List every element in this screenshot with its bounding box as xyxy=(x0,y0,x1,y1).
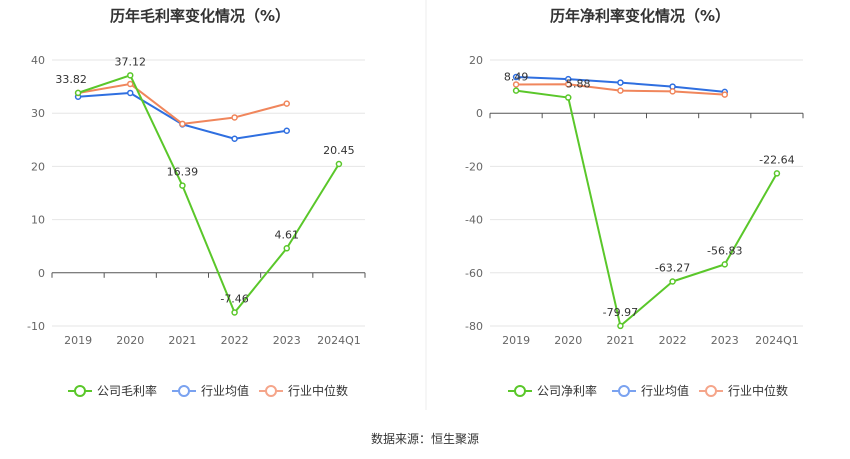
data-point xyxy=(74,89,82,97)
y-tick-label: -80 xyxy=(465,320,483,333)
x-tick-label: 2024Q1 xyxy=(755,334,799,347)
legend-label: 行业均值 xyxy=(201,383,249,398)
legend-item-company[interactable]: 公司净利率 xyxy=(508,383,597,398)
y-tick-label: 0 xyxy=(476,107,483,120)
x-tick-label: 2019 xyxy=(64,334,92,347)
legend-item-industry-median[interactable]: 行业中位数 xyxy=(699,383,788,398)
data-point xyxy=(617,87,624,94)
data-point xyxy=(617,322,624,330)
x-tick-label: 2020 xyxy=(554,334,582,347)
legend-label: 行业中位数 xyxy=(288,383,348,398)
data-label: 20.45 xyxy=(323,144,355,157)
y-tick-label: 20 xyxy=(469,54,483,67)
data-point xyxy=(283,127,290,135)
data-label: -56.83 xyxy=(707,244,742,257)
legend-marker-icon xyxy=(265,385,277,397)
data-point xyxy=(231,114,238,121)
data-point xyxy=(512,73,520,81)
y-tick-label: -10 xyxy=(27,320,45,333)
data-point xyxy=(512,87,520,94)
net-margin-chart: 历年净利率变化情况（%） 20 0 -20 -40 -60 -80 2019 2020 2021 2… xyxy=(465,7,804,398)
y-tick-label: 20 xyxy=(31,160,45,173)
data-point xyxy=(127,72,134,79)
y-tick-label: -60 xyxy=(465,267,483,280)
y-tick-label: -20 xyxy=(465,160,483,173)
data-label: 4.61 xyxy=(275,228,300,241)
data-point xyxy=(179,120,186,128)
data-point xyxy=(127,89,134,97)
x-tick-label: 2021 xyxy=(606,334,634,347)
y-tick-label: 10 xyxy=(31,214,45,227)
data-point xyxy=(127,80,134,88)
x-tick-label: 2021 xyxy=(168,334,196,347)
x-tick-label: 2019 xyxy=(502,334,530,347)
legend-label: 公司净利率 xyxy=(537,383,597,398)
legend-item-industry-median[interactable]: 行业中位数 xyxy=(259,383,348,398)
data-point xyxy=(283,245,290,252)
y-tick-label: -40 xyxy=(465,214,483,227)
data-point xyxy=(179,182,186,189)
data-point xyxy=(773,170,781,177)
legend-label: 行业中位数 xyxy=(728,383,788,398)
data-label: -7.46 xyxy=(220,292,248,305)
data-point xyxy=(565,80,572,88)
series-line-company xyxy=(77,74,340,314)
series-line-industry-median xyxy=(77,82,288,125)
legend-marker-icon xyxy=(514,385,526,397)
data-point xyxy=(231,135,238,142)
x-tick-label: 2020 xyxy=(116,334,144,347)
data-label: -79.97 xyxy=(603,306,638,319)
legend-item-industry-avg[interactable]: 行业均值 xyxy=(172,383,249,398)
data-point xyxy=(283,100,290,107)
legend-label: 公司毛利率 xyxy=(97,383,157,398)
chart-title: 历年净利率变化情况（%） xyxy=(550,7,730,25)
y-tick-label: 40 xyxy=(31,54,45,67)
legend-item-company[interactable]: 公司毛利率 xyxy=(68,383,157,398)
data-point xyxy=(335,160,343,168)
x-tick-label: 2022 xyxy=(659,334,687,347)
series-line-company xyxy=(515,89,778,327)
x-tick-label: 2023 xyxy=(273,334,301,347)
data-label: 37.12 xyxy=(115,55,147,68)
data-point xyxy=(512,81,520,88)
data-label: 33.82 xyxy=(55,73,87,86)
y-tick-label: 0 xyxy=(38,267,45,280)
x-tick-label: 2023 xyxy=(711,334,739,347)
data-point xyxy=(669,278,676,285)
data-label: 16.39 xyxy=(167,166,199,179)
series-line-industry-avg xyxy=(78,91,287,140)
x-tick-label: 2024Q1 xyxy=(317,334,361,347)
data-point xyxy=(721,261,728,268)
legend-marker-icon xyxy=(178,385,190,397)
data-label: -22.64 xyxy=(759,153,794,166)
legend-marker-icon xyxy=(705,385,717,397)
data-label: -63.27 xyxy=(655,261,690,274)
data-source-label: 数据来源：恒生聚源 xyxy=(371,431,479,446)
data-point xyxy=(669,88,676,95)
data-point xyxy=(565,94,572,101)
legend-marker-icon xyxy=(74,385,86,397)
data-point xyxy=(617,79,624,86)
x-tick-label: 2022 xyxy=(221,334,249,347)
legend-item-industry-avg[interactable]: 行业均值 xyxy=(612,383,689,398)
y-tick-label: 30 xyxy=(31,107,45,120)
data-point xyxy=(721,91,728,98)
gross-margin-chart: 历年毛利率变化情况（%） 40 30 20 10 0 -10 2019 2020 2021 2022… xyxy=(27,7,366,398)
data-point xyxy=(231,309,238,316)
chart-title: 历年毛利率变化情况（%） xyxy=(110,7,290,25)
data-label: 8.49 xyxy=(504,71,529,84)
legend-marker-icon xyxy=(618,385,630,397)
data-label: 5.88 xyxy=(566,78,591,91)
legend-label: 行业均值 xyxy=(641,383,689,398)
